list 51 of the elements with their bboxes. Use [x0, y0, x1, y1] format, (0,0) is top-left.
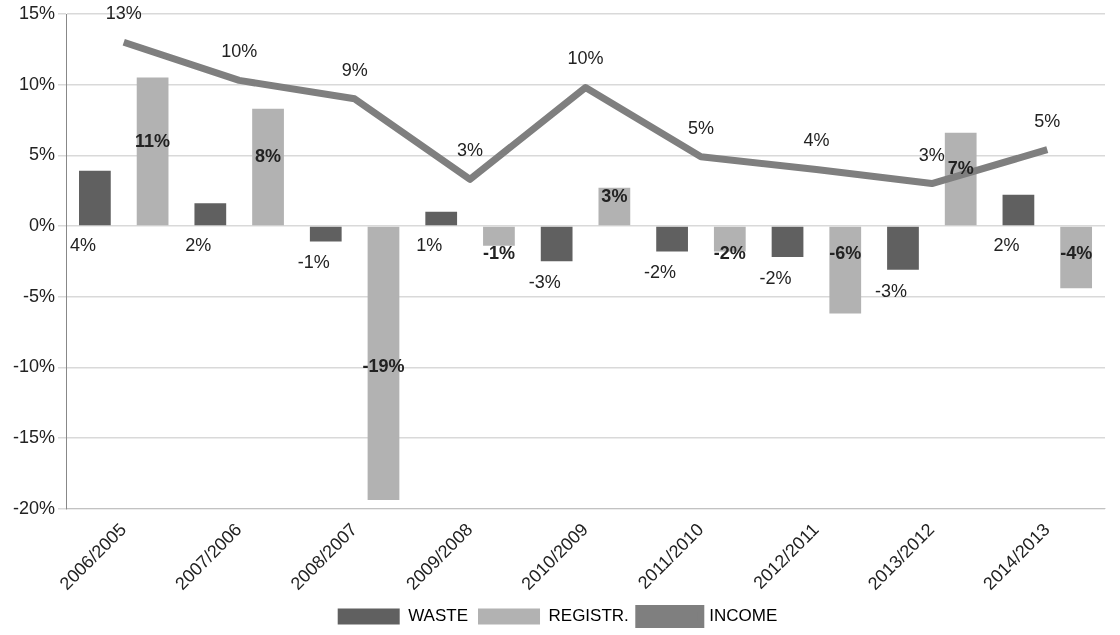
- data-label: -2%: [759, 268, 792, 289]
- bar: [194, 203, 227, 226]
- y-tick-label: 5%: [29, 144, 56, 165]
- data-label: 13%: [105, 3, 142, 24]
- legend-label: INCOME: [709, 606, 778, 626]
- legend-label: REGISTR.: [548, 606, 629, 626]
- data-label: 10%: [221, 41, 258, 62]
- data-label: 1%: [416, 234, 443, 255]
- bar: [656, 226, 688, 252]
- data-label: -6%: [829, 242, 862, 263]
- data-label: 3%: [601, 185, 628, 206]
- y-tick-label: -15%: [12, 426, 56, 447]
- bar: [771, 226, 804, 258]
- y-tick-label: -5%: [23, 285, 56, 306]
- data-label: 4%: [803, 130, 830, 151]
- bar: [887, 226, 919, 270]
- y-tick-label: -20%: [12, 497, 56, 518]
- bar: [829, 226, 862, 314]
- bar: [1002, 194, 1035, 226]
- bar: [540, 226, 573, 262]
- data-label: 4%: [69, 234, 96, 255]
- data-label: -3%: [874, 280, 907, 301]
- data-label: 7%: [947, 158, 974, 179]
- data-label: -1%: [297, 252, 330, 273]
- legend-label: WASTE: [408, 606, 469, 626]
- bar: [425, 211, 458, 226]
- bar: [483, 226, 515, 246]
- data-label: 3%: [457, 140, 484, 161]
- data-label: -4%: [1060, 242, 1093, 263]
- bar: [309, 226, 342, 242]
- data-label: -1%: [482, 242, 515, 263]
- data-label: 5%: [1034, 110, 1061, 131]
- data-label: -2%: [644, 262, 677, 283]
- data-label: 10%: [567, 48, 604, 69]
- bar: [79, 170, 111, 226]
- y-tick-label: 0%: [29, 214, 56, 235]
- data-label: 2%: [185, 234, 212, 255]
- data-label: 3%: [918, 144, 945, 165]
- bar: [136, 77, 169, 226]
- bar: [252, 108, 284, 226]
- data-label: -19%: [362, 356, 405, 377]
- y-tick-label: 10%: [18, 73, 56, 94]
- data-label: 5%: [687, 117, 714, 138]
- y-tick-label: 15%: [18, 2, 56, 23]
- data-label: 8%: [255, 146, 282, 167]
- data-label: 11%: [135, 130, 171, 151]
- data-label: -3%: [528, 272, 561, 293]
- y-tick-label: -10%: [12, 356, 56, 377]
- data-label: -2%: [713, 242, 746, 263]
- data-label: 2%: [993, 234, 1020, 255]
- data-label: 9%: [341, 59, 368, 80]
